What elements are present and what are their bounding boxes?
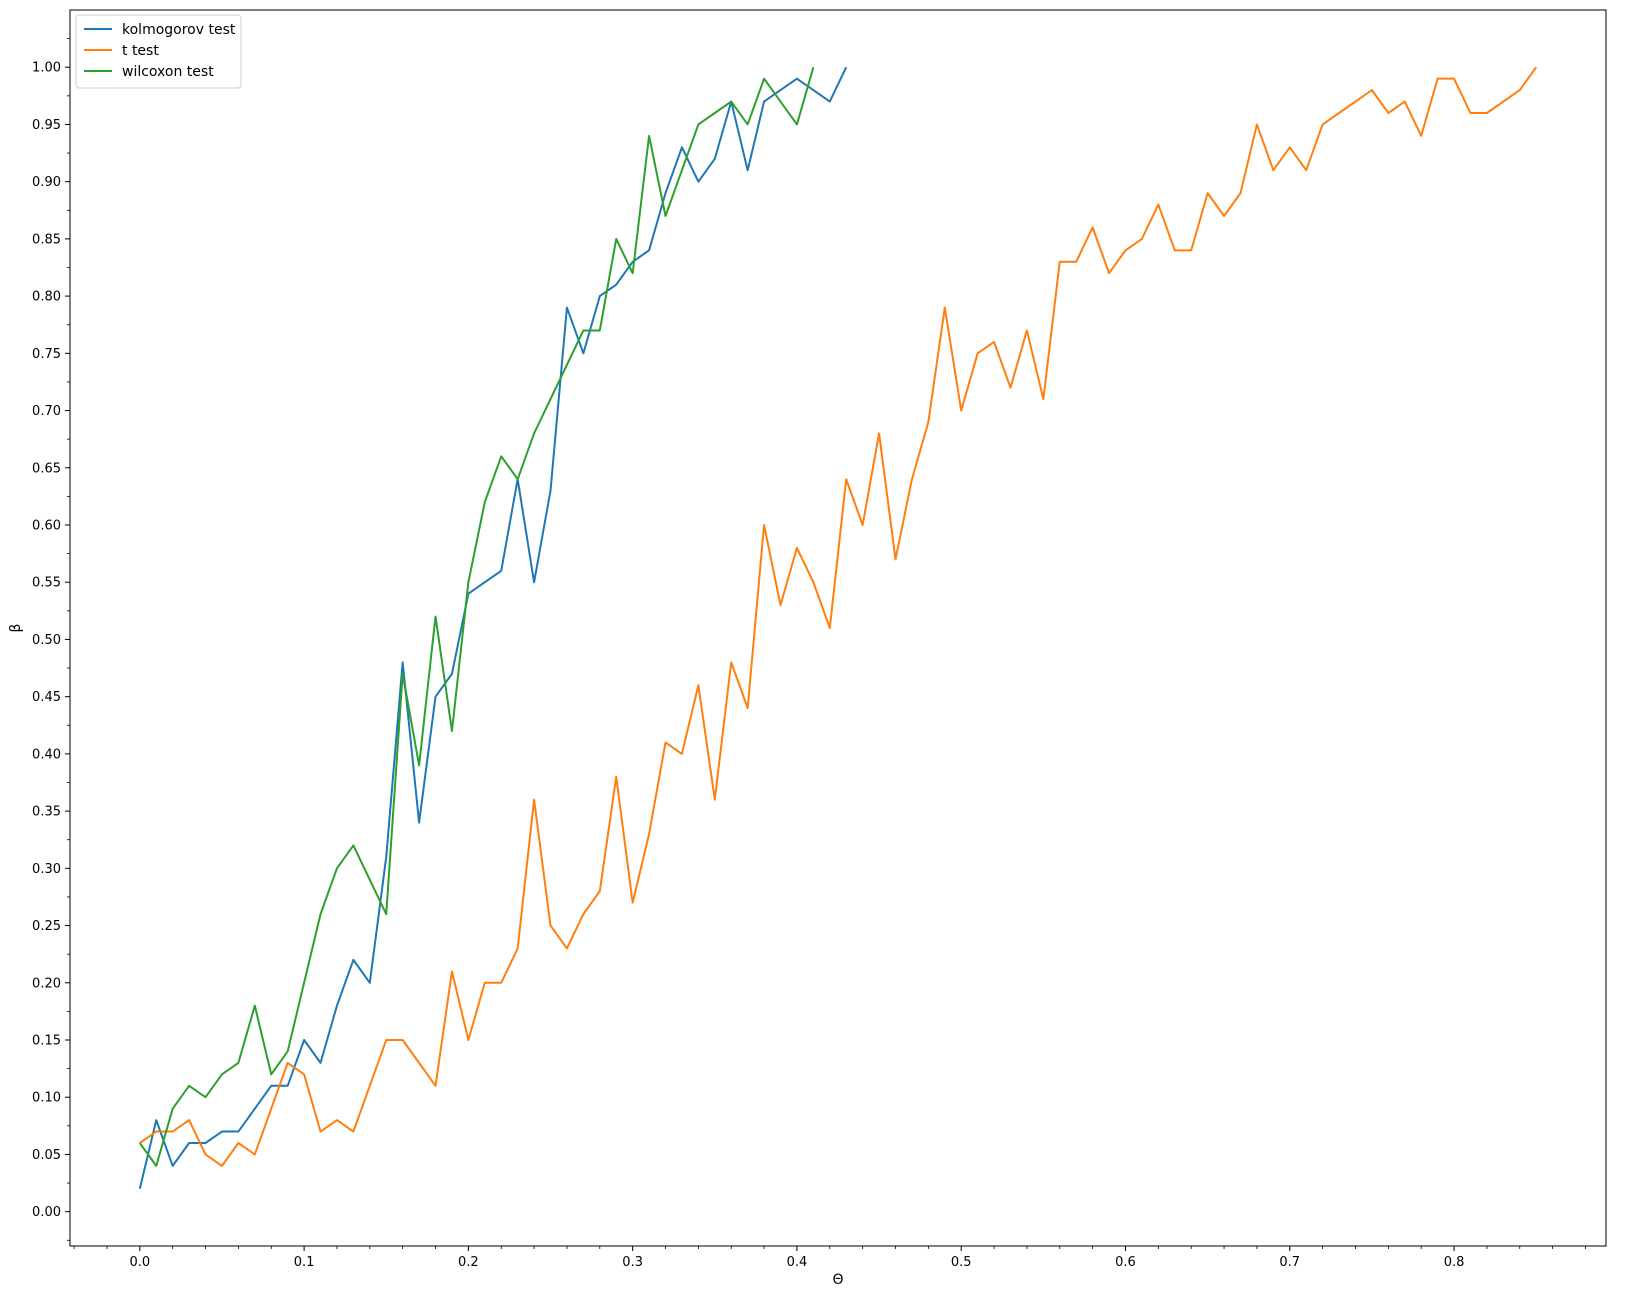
y-tick-label: 0.65 — [32, 461, 61, 476]
y-tick-label: 0.20 — [32, 976, 61, 991]
x-tick-label: 0.5 — [951, 1255, 972, 1270]
series-line-0 — [138, 66, 848, 1190]
series-line-2 — [139, 66, 815, 1167]
y-axis-label: β — [8, 624, 24, 633]
y-tick-label: 0.25 — [32, 919, 61, 934]
legend-box — [75, 14, 242, 89]
series-line-1 — [139, 66, 1537, 1167]
x-tick-label: 0.6 — [1115, 1255, 1136, 1270]
y-tick-label: 0.15 — [32, 1034, 61, 1049]
y-tick-label: 0.50 — [32, 633, 61, 648]
y-tick-label: 0.85 — [32, 232, 61, 247]
y-tick-label: 0.90 — [32, 175, 61, 190]
y-tick-label: 0.70 — [32, 404, 61, 419]
x-tick-label: 0.8 — [1444, 1255, 1465, 1270]
legend-label-0: kolmogorov test — [122, 22, 236, 38]
x-tick-label: 0.3 — [622, 1255, 643, 1270]
y-axis: 0.00 0.05 0.10 0.15 0.20 0.25 0.30 0.35 0.40 0.45… — [32, 38, 70, 1241]
y-tick-label: 0.40 — [32, 747, 61, 762]
legend-label-2: wilcoxon test — [122, 64, 214, 80]
plot-frame — [69, 9, 1607, 1247]
series-layer — [138, 66, 1537, 1190]
y-tick-label: 0.80 — [32, 290, 61, 305]
y-tick-label: 0.45 — [32, 690, 61, 705]
x-axis-label: Θ — [832, 1272, 843, 1288]
y-tick-label: 0.10 — [32, 1091, 61, 1106]
y-tick-label: 0.55 — [32, 576, 61, 591]
x-axis: 0.0 0.1 0.2 0.3 0.4 0.5 0.6 0.7 0.8 — [73, 1246, 1586, 1270]
x-tick-label: 0.4 — [787, 1255, 808, 1270]
y-tick-label: 0.35 — [32, 805, 61, 820]
y-tick-label: 1.00 — [32, 61, 61, 76]
y-tick-label: 0.00 — [32, 1205, 61, 1220]
y-tick-label: 0.95 — [32, 118, 61, 133]
y-tick-label: 0.60 — [32, 519, 61, 534]
x-tick-label: 0.0 — [129, 1255, 150, 1270]
x-tick-label: 0.2 — [458, 1255, 479, 1270]
y-tick-label: 0.30 — [32, 862, 61, 877]
x-tick-label: 0.1 — [294, 1255, 315, 1270]
legend-label-1: t test — [122, 43, 159, 59]
x-tick-label: 0.7 — [1279, 1255, 1300, 1270]
y-tick-label: 0.05 — [32, 1148, 61, 1163]
legend: kolmogorov test t test wilcoxon test — [75, 14, 242, 89]
y-tick-label: 0.75 — [32, 347, 61, 362]
